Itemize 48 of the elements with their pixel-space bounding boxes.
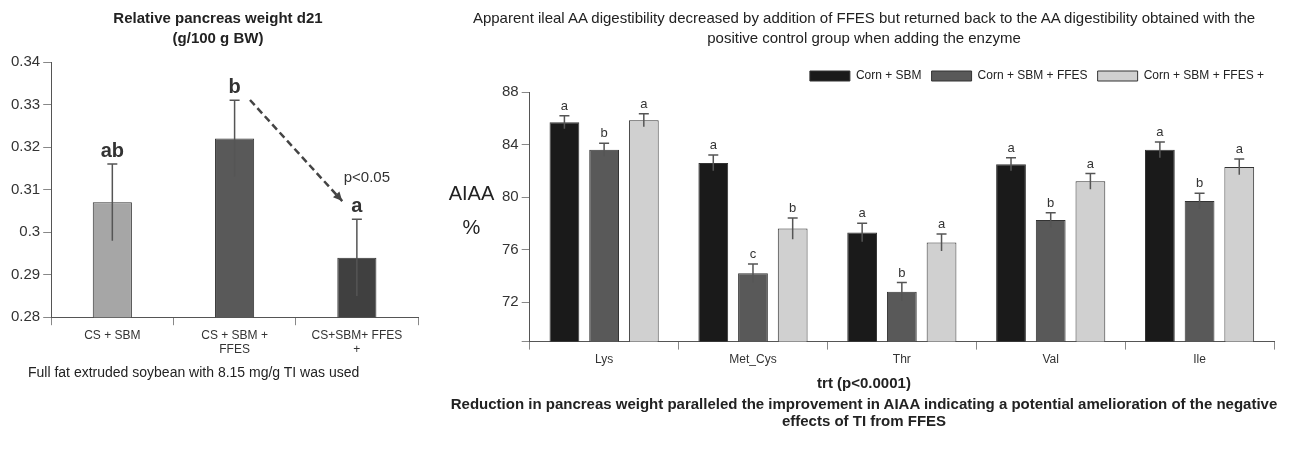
data-label: a	[709, 137, 718, 153]
y-tick-label: 0.33	[10, 94, 41, 112]
y-tick-label: 0.29	[10, 264, 41, 282]
legend-label: Corn + SBM	[855, 68, 922, 83]
y-tick-label: 88	[502, 82, 519, 100]
y-tick-label: 0.32	[10, 137, 41, 155]
x-tick-label: Thr	[892, 352, 911, 367]
legend-label: Corn + SBM + FFES	[977, 68, 1088, 83]
data-label: a	[937, 215, 946, 231]
data-label: a	[351, 193, 364, 216]
text: Reduction in pancreas weight paralleled the improvement in AIAA indicating a potential amelioration of the negative effects of TI from FFES	[449, 395, 1279, 429]
y-tick-label: 80	[502, 187, 519, 205]
x-tick-label: CS + SBM	[84, 327, 141, 342]
data-label: ab	[100, 138, 124, 161]
x-tick-label: Val	[1042, 352, 1059, 367]
y-tick-label: 84	[502, 134, 519, 152]
x-tick-label: Lys	[595, 352, 614, 367]
data-label: a	[1156, 124, 1165, 139]
x-tick-label: CS + SBM + FFES	[201, 327, 268, 357]
data-label: c	[749, 246, 757, 262]
y-tick-label: 76	[502, 239, 519, 257]
data-label: b	[1195, 175, 1204, 191]
annotation: p<0.05	[343, 168, 391, 186]
text: Full fat extruded soybean with 8.15 mg/g TI was used	[27, 364, 361, 380]
data-label: b	[600, 125, 608, 141]
x-tick-label: CS+SBM+ FFES +	[311, 327, 403, 357]
chart-title: Relative pancreas weight d21 (g/100 g BW)	[112, 8, 324, 48]
y-tick-label: 0.34	[10, 52, 41, 70]
y-tick-label: 72	[502, 292, 519, 310]
x-tick-label: Ile	[1193, 352, 1207, 367]
data-label: a	[1007, 139, 1016, 155]
data-label: a	[858, 205, 867, 221]
data-label: a	[560, 97, 569, 113]
data-label: b	[228, 74, 241, 97]
legend-label: Corn + SBM + FFES +	[1143, 68, 1264, 83]
y-axis-title: AIAA %	[447, 181, 496, 240]
data-label: b	[898, 264, 906, 280]
data-label: a	[1235, 141, 1244, 157]
data-label: b	[789, 200, 797, 216]
data-label: a	[1086, 155, 1095, 171]
x-tick-label: Met_Cys	[729, 352, 777, 367]
data-label: b	[1047, 194, 1055, 210]
data-label: a	[640, 95, 649, 111]
y-tick-label: 0.3	[19, 222, 41, 240]
y-tick-label: 0.31	[10, 179, 41, 197]
chart-title: Apparent ileal AA digestibility decreased by addition of FFES but returned back to the AA digestibility obtained with the positive control group when adding the enzyme	[471, 8, 1257, 48]
text: trt (p<0.0001)	[816, 374, 912, 391]
y-tick-label: 0.28	[10, 307, 41, 325]
